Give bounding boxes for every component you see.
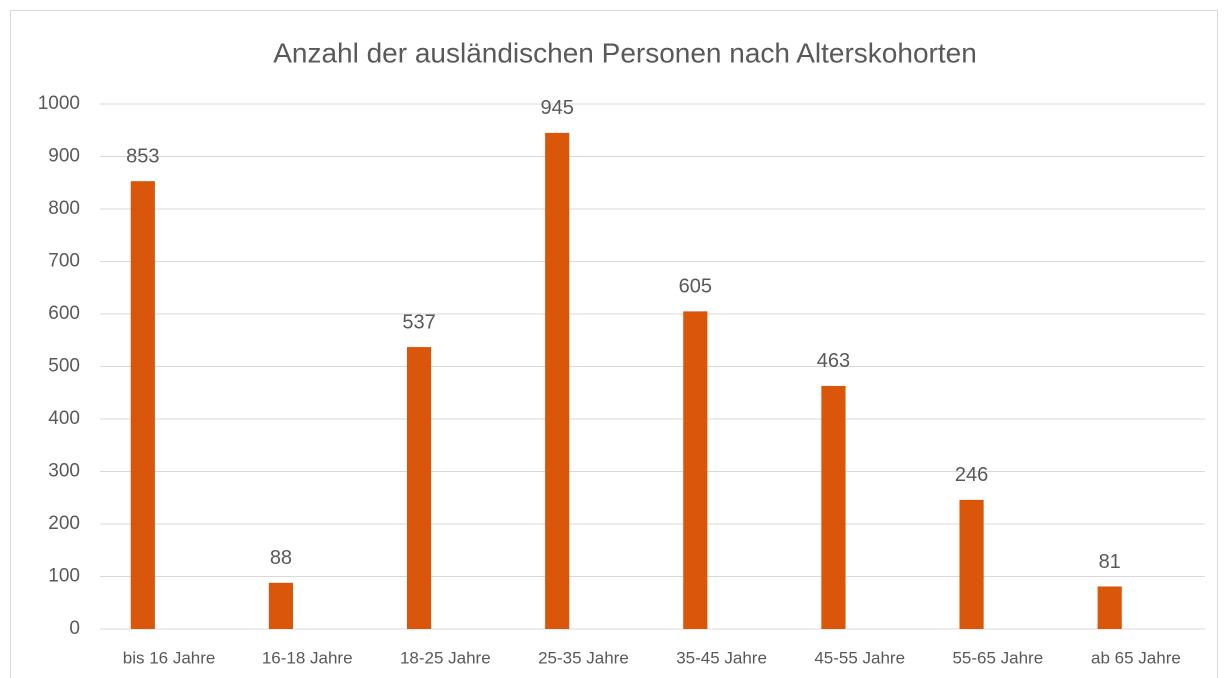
y-tick-label: 200 (48, 513, 80, 534)
bar (545, 132, 570, 629)
data-label: 853 (126, 145, 159, 167)
data-label: 88 (270, 547, 292, 569)
data-label: 81 (1099, 551, 1121, 573)
bar (268, 582, 294, 629)
x-tick-label: 16-18 Jahre (262, 648, 353, 667)
y-tick-label: 300 (48, 461, 80, 482)
x-tick-label: 25-35 Jahre (538, 648, 629, 667)
data-label: 463 (817, 350, 850, 372)
chart-title: Anzahl der ausländischen Personen nach A… (273, 37, 977, 68)
bar (683, 311, 708, 629)
y-tick-label: 800 (48, 198, 80, 219)
data-label: 945 (541, 97, 574, 119)
y-tick-label: 0 (69, 618, 80, 639)
bar (1097, 586, 1122, 629)
data-label: 246 (955, 464, 988, 486)
x-tick-label: ab 65 Jahre (1091, 648, 1181, 667)
y-tick-label: 500 (48, 356, 80, 377)
y-tick-label: 900 (48, 146, 80, 167)
bar (959, 499, 984, 629)
data-label: 537 (402, 311, 435, 333)
x-tick-label: 45-55 Jahre (814, 648, 905, 667)
y-tick-label: 600 (48, 303, 80, 324)
bar (130, 181, 155, 630)
x-tick-label: 55-65 Jahre (952, 648, 1043, 667)
x-tick-label: 35-45 Jahre (676, 648, 767, 667)
y-tick-label: 400 (48, 408, 80, 429)
y-tick-label: 1000 (38, 93, 80, 114)
y-tick-label: 700 (48, 251, 80, 272)
x-tick-label: bis 16 Jahre (123, 648, 216, 667)
bar (821, 385, 846, 629)
y-tick-label: 100 (48, 566, 80, 587)
chart-border (10, 10, 1218, 678)
x-tick-label: 18-25 Jahre (400, 648, 491, 667)
data-label: 605 (679, 276, 712, 298)
bar (406, 347, 432, 629)
